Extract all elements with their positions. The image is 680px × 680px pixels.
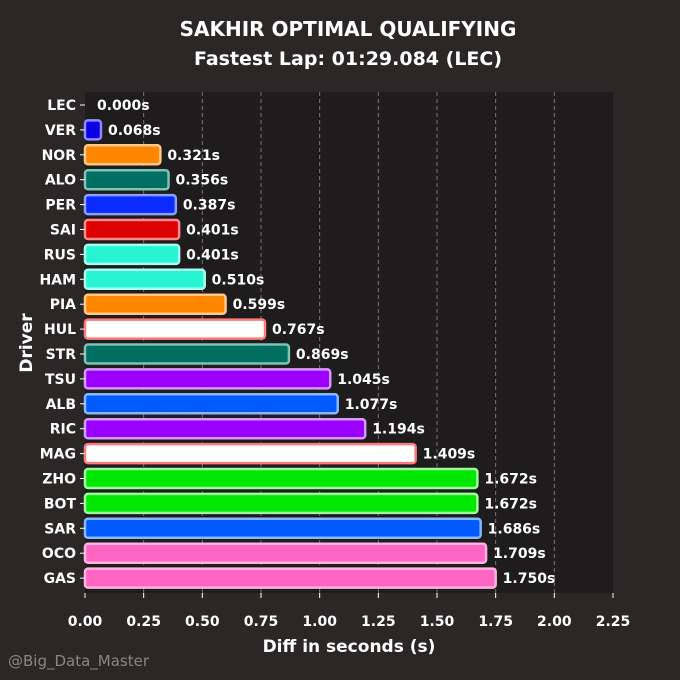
- value-labels: 0.000s 0.068s 0.321s 0.356s 0.387s 0.401s 0.40…: [97, 98, 555, 587]
- bar-str: [83, 343, 291, 365]
- y-tick-label: BOT: [44, 496, 77, 512]
- x-tick-label: 0.00: [68, 614, 103, 630]
- x-tick-label: 0.50: [185, 614, 220, 630]
- x-tick-label: 0.25: [126, 614, 161, 630]
- bar-bot: [83, 492, 479, 515]
- bar-ric: [83, 417, 367, 440]
- y-tick-label: ALB: [46, 397, 76, 413]
- value-label: 1.194s: [372, 422, 425, 438]
- y-tick-label: OCO: [42, 546, 76, 562]
- y-tick-label: SAI: [50, 223, 76, 239]
- y-tick-label: PIA: [50, 297, 76, 313]
- value-label: 1.750s: [503, 571, 556, 587]
- y-tick-label: VER: [45, 123, 76, 139]
- x-tick-labels: 0.00 0.25 0.50 0.75 1.00 1.25 1.50 1.75 2.00 2.25: [68, 593, 631, 630]
- bar-sar: [83, 517, 482, 540]
- x-tick-label: 1.00: [302, 614, 337, 630]
- value-label: 0.387s: [183, 198, 236, 214]
- bar-rus: [83, 243, 181, 266]
- bar-alo: [83, 168, 170, 191]
- bar-ham: [83, 268, 206, 291]
- y-tick-label: ZHO: [42, 472, 76, 488]
- x-tick-label: 1.75: [478, 614, 513, 630]
- y-tick-label: GAS: [44, 571, 76, 587]
- x-axis-label: Diff in seconds (s): [263, 637, 436, 657]
- y-tick-label: STR: [46, 347, 77, 363]
- value-label: 0.767s: [272, 322, 325, 338]
- y-tick-label: NOR: [42, 148, 77, 164]
- value-label: 1.045s: [337, 372, 390, 388]
- y-tick-label: LEC: [47, 98, 76, 114]
- bar-pia: [83, 293, 227, 315]
- bar-ver: [83, 119, 103, 141]
- bar-hul: [83, 318, 267, 340]
- value-label: 0.321s: [167, 148, 220, 164]
- y-tick-label: RUS: [44, 247, 76, 263]
- bar-gas: [83, 567, 497, 589]
- y-tick-label: TSU: [45, 372, 76, 388]
- y-tick-labels: LEC VER NOR ALO PER SAI RUS HAM PIA HUL STR TSU ALB R…: [40, 98, 85, 587]
- y-tick-label: PER: [45, 198, 76, 214]
- value-label: 1.709s: [493, 546, 546, 562]
- y-tick-label: RIC: [50, 422, 76, 438]
- y-tick-label: HUL: [44, 322, 76, 338]
- value-label: 1.672s: [484, 472, 537, 488]
- bar-nor: [83, 144, 162, 166]
- value-label: 0.401s: [186, 223, 239, 239]
- x-tick-label: 1.25: [361, 614, 396, 630]
- value-label: 0.510s: [212, 272, 265, 288]
- bar-oco: [83, 542, 488, 564]
- bar-alb: [83, 393, 339, 415]
- x-tick-label: 2.25: [596, 614, 631, 630]
- value-label: 0.000s: [97, 98, 150, 114]
- value-label: 1.686s: [488, 521, 541, 537]
- chart-subtitle: Fastest Lap: 01:29.084 (LEC): [194, 48, 502, 70]
- value-label: 1.672s: [484, 496, 537, 512]
- bar-per: [83, 193, 178, 216]
- x-tick-label: 2.00: [537, 614, 572, 630]
- value-label: 0.599s: [233, 297, 286, 313]
- bar-zho: [83, 467, 479, 490]
- y-tick-label: MAG: [40, 447, 76, 463]
- bar-sai: [83, 218, 181, 241]
- bar-tsu: [83, 368, 332, 390]
- value-label: 0.068s: [108, 123, 161, 139]
- chart-title: SAKHIR OPTIMAL QUALIFYING: [180, 17, 517, 41]
- watermark: @Big_Data_Master: [8, 652, 150, 670]
- y-tick-label: SAR: [44, 521, 76, 537]
- bar-mag: [83, 442, 417, 465]
- value-label: 1.077s: [345, 397, 398, 413]
- y-tick-label: HAM: [40, 272, 76, 288]
- value-label: 0.356s: [176, 173, 229, 189]
- value-label: 0.869s: [296, 347, 349, 363]
- value-label: 0.401s: [186, 247, 239, 263]
- x-tick-label: 1.50: [420, 614, 455, 630]
- x-tick-label: 0.75: [244, 614, 279, 630]
- y-tick-label: ALO: [45, 173, 76, 189]
- y-axis-label: Driver: [17, 313, 37, 373]
- value-label: 1.409s: [423, 447, 476, 463]
